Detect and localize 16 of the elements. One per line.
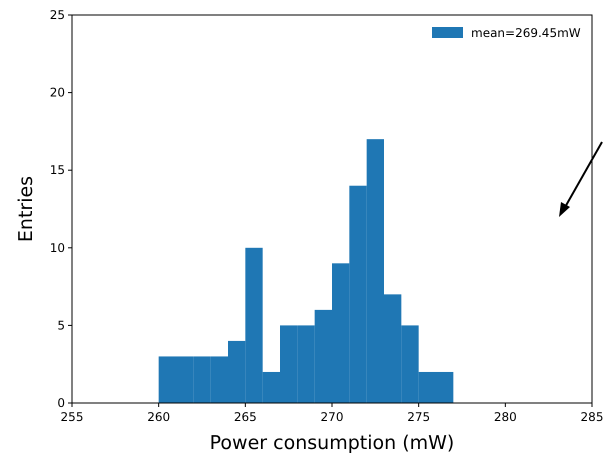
legend-label: mean=269.45mW [471,26,581,40]
x-tick-label: 270 [320,410,344,424]
y-tick-label: 0 [57,396,65,410]
y-tick-label: 15 [50,163,65,178]
x-tick-label: 275 [407,410,430,424]
x-tick-label: 255 [60,410,84,424]
y-tick-label: 25 [50,8,65,22]
y-tick-label: 5 [57,318,65,332]
x-tick-label: 280 [494,410,517,424]
x-axis-title: Power consumption (mW) [210,432,454,453]
x-tick-label: 260 [147,410,170,424]
y-axis-title: Entries [15,176,37,242]
x-tick-label: 265 [234,410,257,424]
y-tick-label: 20 [50,86,65,100]
y-tick-label: 10 [50,240,65,255]
x-tick-label: 285 [580,410,604,424]
